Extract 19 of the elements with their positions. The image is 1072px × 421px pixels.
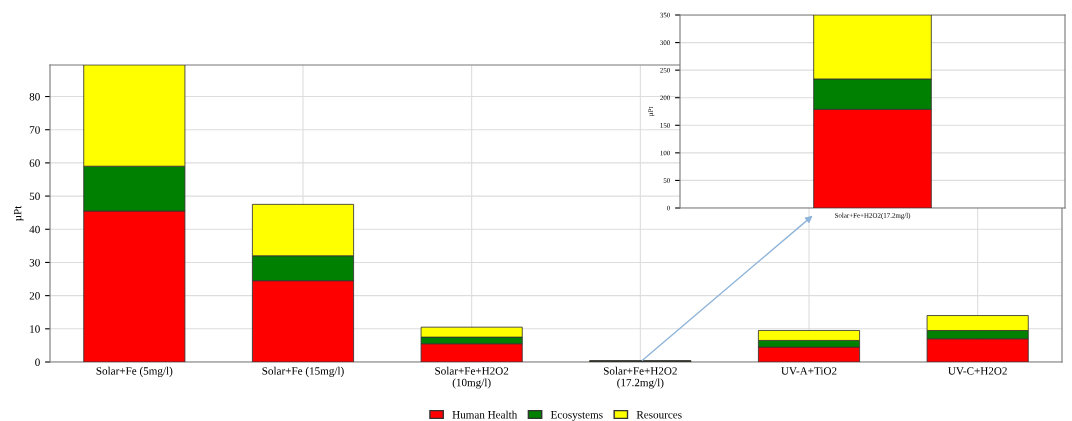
y-tick-label: 80 — [29, 92, 40, 101]
legend-label: Resources — [636, 411, 682, 419]
x-tick-label: UV-C+H2O2 — [948, 367, 1007, 375]
x-tick-label: Solar+Fe (15mg/l) — [262, 366, 344, 377]
x-tick-label: Solar+Fe+H2O2 (10mg/l) — [435, 366, 509, 389]
y-tick-label: 60 — [29, 159, 40, 167]
y-tick-label: 10 — [30, 325, 40, 333]
legend-label: Ecosystems — [550, 411, 603, 421]
y-tick-label: 50 — [29, 192, 40, 201]
y-tick-label: 20 — [29, 292, 40, 300]
x-tick-label: Solar+Fe (5mg/l) — [96, 366, 173, 377]
x-tick-label: Solar+Fe+H2O2 (17.2mg/l) — [603, 366, 677, 389]
y-tick-label: 70 — [29, 126, 40, 134]
y-tick-label: 30 — [29, 258, 40, 267]
y-tick-label: 40 — [29, 225, 40, 234]
y-axis-title: µPt — [13, 205, 24, 221]
x-tick-label: UV-A+TiO2 — [781, 367, 837, 375]
legend-label: Human Health — [452, 410, 518, 419]
y-tick-label: 0 — [35, 358, 40, 366]
